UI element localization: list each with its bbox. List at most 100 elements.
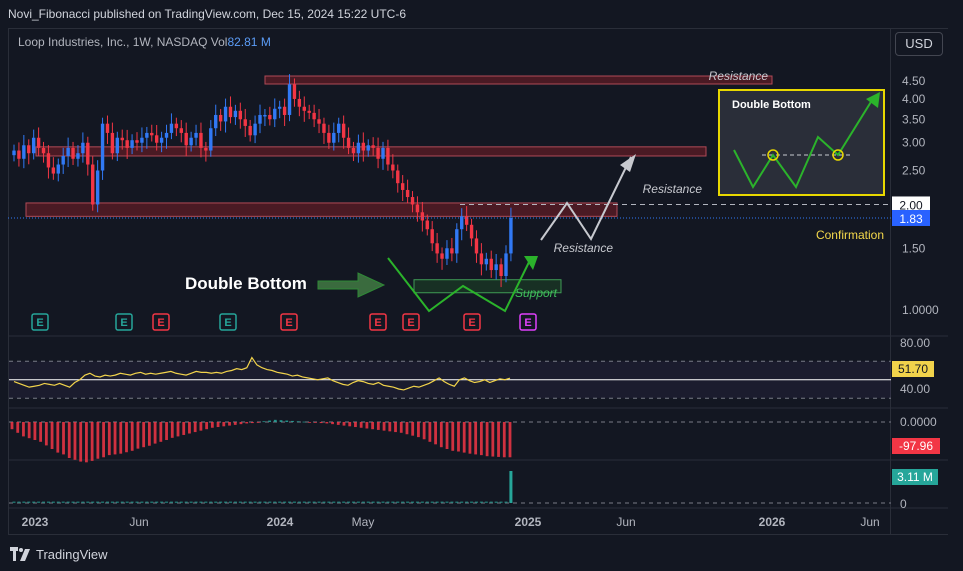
- candle-body[interactable]: [381, 147, 385, 159]
- candle-body[interactable]: [435, 243, 439, 254]
- candle-body[interactable]: [76, 153, 80, 159]
- candle-body[interactable]: [110, 132, 115, 154]
- candle-body[interactable]: [361, 142, 366, 151]
- candle-body[interactable]: [302, 106, 306, 111]
- candle-body[interactable]: [179, 128, 183, 133]
- candle-body[interactable]: [56, 164, 60, 174]
- candle-body[interactable]: [445, 248, 449, 259]
- candle-body[interactable]: [499, 264, 503, 277]
- candle-body[interactable]: [337, 123, 341, 133]
- earnings-marker[interactable]: [463, 313, 481, 331]
- candle-body[interactable]: [164, 132, 169, 138]
- candle-body[interactable]: [386, 147, 390, 165]
- candle-body[interactable]: [115, 137, 120, 154]
- candle-body[interactable]: [277, 106, 282, 109]
- projection-path[interactable]: [540, 156, 632, 242]
- candle-body[interactable]: [199, 132, 203, 148]
- candle-body[interactable]: [450, 248, 454, 254]
- candle-body[interactable]: [460, 216, 464, 230]
- candle-body[interactable]: [22, 145, 26, 159]
- candle-body[interactable]: [494, 264, 498, 271]
- inset-box[interactable]: [718, 89, 885, 196]
- candle-body[interactable]: [154, 135, 159, 143]
- candle-body[interactable]: [410, 197, 415, 205]
- candle-body[interactable]: [297, 98, 302, 107]
- candle-body[interactable]: [12, 150, 16, 156]
- candle-body[interactable]: [479, 253, 484, 265]
- double-bottom-pattern[interactable]: [387, 257, 532, 313]
- symbol-legend[interactable]: Loop Industries, Inc., 1W, NASDAQ Vol82.…: [18, 35, 271, 49]
- candle-body[interactable]: [189, 137, 193, 146]
- candle-body[interactable]: [81, 142, 85, 154]
- price-axis[interactable]: [891, 28, 948, 535]
- candle-body[interactable]: [51, 167, 56, 174]
- candle-body[interactable]: [400, 183, 405, 190]
- candle-body[interactable]: [317, 119, 321, 124]
- candle-body[interactable]: [504, 253, 508, 277]
- candle-body[interactable]: [371, 145, 375, 148]
- resistance-zone[interactable]: [264, 75, 773, 85]
- candle-body[interactable]: [31, 137, 36, 154]
- candle-body[interactable]: [415, 204, 420, 213]
- candle-body[interactable]: [332, 132, 336, 143]
- candle-body[interactable]: [95, 170, 100, 205]
- candle-body[interactable]: [312, 112, 316, 120]
- candle-body[interactable]: [100, 123, 105, 171]
- candle-body[interactable]: [125, 140, 129, 148]
- candle-body[interactable]: [346, 137, 351, 148]
- candle-body[interactable]: [327, 132, 331, 143]
- candle-body[interactable]: [248, 125, 252, 136]
- candle-body[interactable]: [440, 253, 444, 259]
- candle-body[interactable]: [214, 114, 218, 129]
- resistance-zone[interactable]: [35, 146, 707, 157]
- candle-body[interactable]: [130, 140, 134, 148]
- currency-button[interactable]: USD: [895, 32, 943, 56]
- candle-body[interactable]: [420, 212, 425, 221]
- candle-body[interactable]: [150, 132, 154, 136]
- earnings-marker[interactable]: [519, 313, 537, 331]
- candle-body[interactable]: [194, 132, 198, 138]
- candle-body[interactable]: [322, 123, 326, 133]
- candle-body[interactable]: [71, 147, 75, 159]
- candle-body[interactable]: [405, 189, 410, 198]
- candle-body[interactable]: [17, 150, 21, 159]
- candle-body[interactable]: [204, 147, 208, 151]
- candle-body[interactable]: [86, 142, 90, 165]
- candle-body[interactable]: [292, 84, 297, 99]
- candle-body[interactable]: [509, 217, 513, 254]
- candle-body[interactable]: [159, 137, 164, 143]
- earnings-marker[interactable]: [31, 313, 49, 331]
- candle-body[interactable]: [218, 114, 223, 122]
- candle-body[interactable]: [307, 110, 311, 113]
- candle-body[interactable]: [145, 132, 149, 138]
- candle-body[interactable]: [455, 229, 459, 254]
- candle-body[interactable]: [474, 238, 479, 254]
- candle-body[interactable]: [46, 153, 51, 168]
- earnings-marker[interactable]: [115, 313, 133, 331]
- rsi-line[interactable]: [13, 356, 511, 391]
- candle-body[interactable]: [140, 137, 144, 143]
- earnings-marker[interactable]: [152, 313, 170, 331]
- support-zone[interactable]: [413, 279, 562, 294]
- candle-body[interactable]: [464, 216, 469, 225]
- candle-body[interactable]: [169, 123, 174, 133]
- candle-body[interactable]: [66, 147, 70, 156]
- earnings-marker[interactable]: [369, 313, 387, 331]
- candle-body[interactable]: [469, 224, 474, 239]
- candle-body[interactable]: [376, 147, 380, 159]
- candle-body[interactable]: [36, 137, 41, 148]
- resistance-zone[interactable]: [25, 202, 618, 217]
- tradingview-footer[interactable]: TradingView: [10, 545, 108, 563]
- candle-body[interactable]: [238, 110, 243, 120]
- earnings-marker[interactable]: [219, 313, 237, 331]
- candle-body[interactable]: [391, 164, 395, 171]
- candle-body[interactable]: [484, 258, 489, 265]
- candle-body[interactable]: [41, 147, 46, 154]
- candle-body[interactable]: [287, 84, 292, 115]
- candle-body[interactable]: [396, 170, 400, 184]
- candle-body[interactable]: [258, 114, 262, 124]
- candle-body[interactable]: [228, 106, 233, 118]
- candle-body[interactable]: [243, 119, 247, 126]
- candle-body[interactable]: [174, 123, 179, 129]
